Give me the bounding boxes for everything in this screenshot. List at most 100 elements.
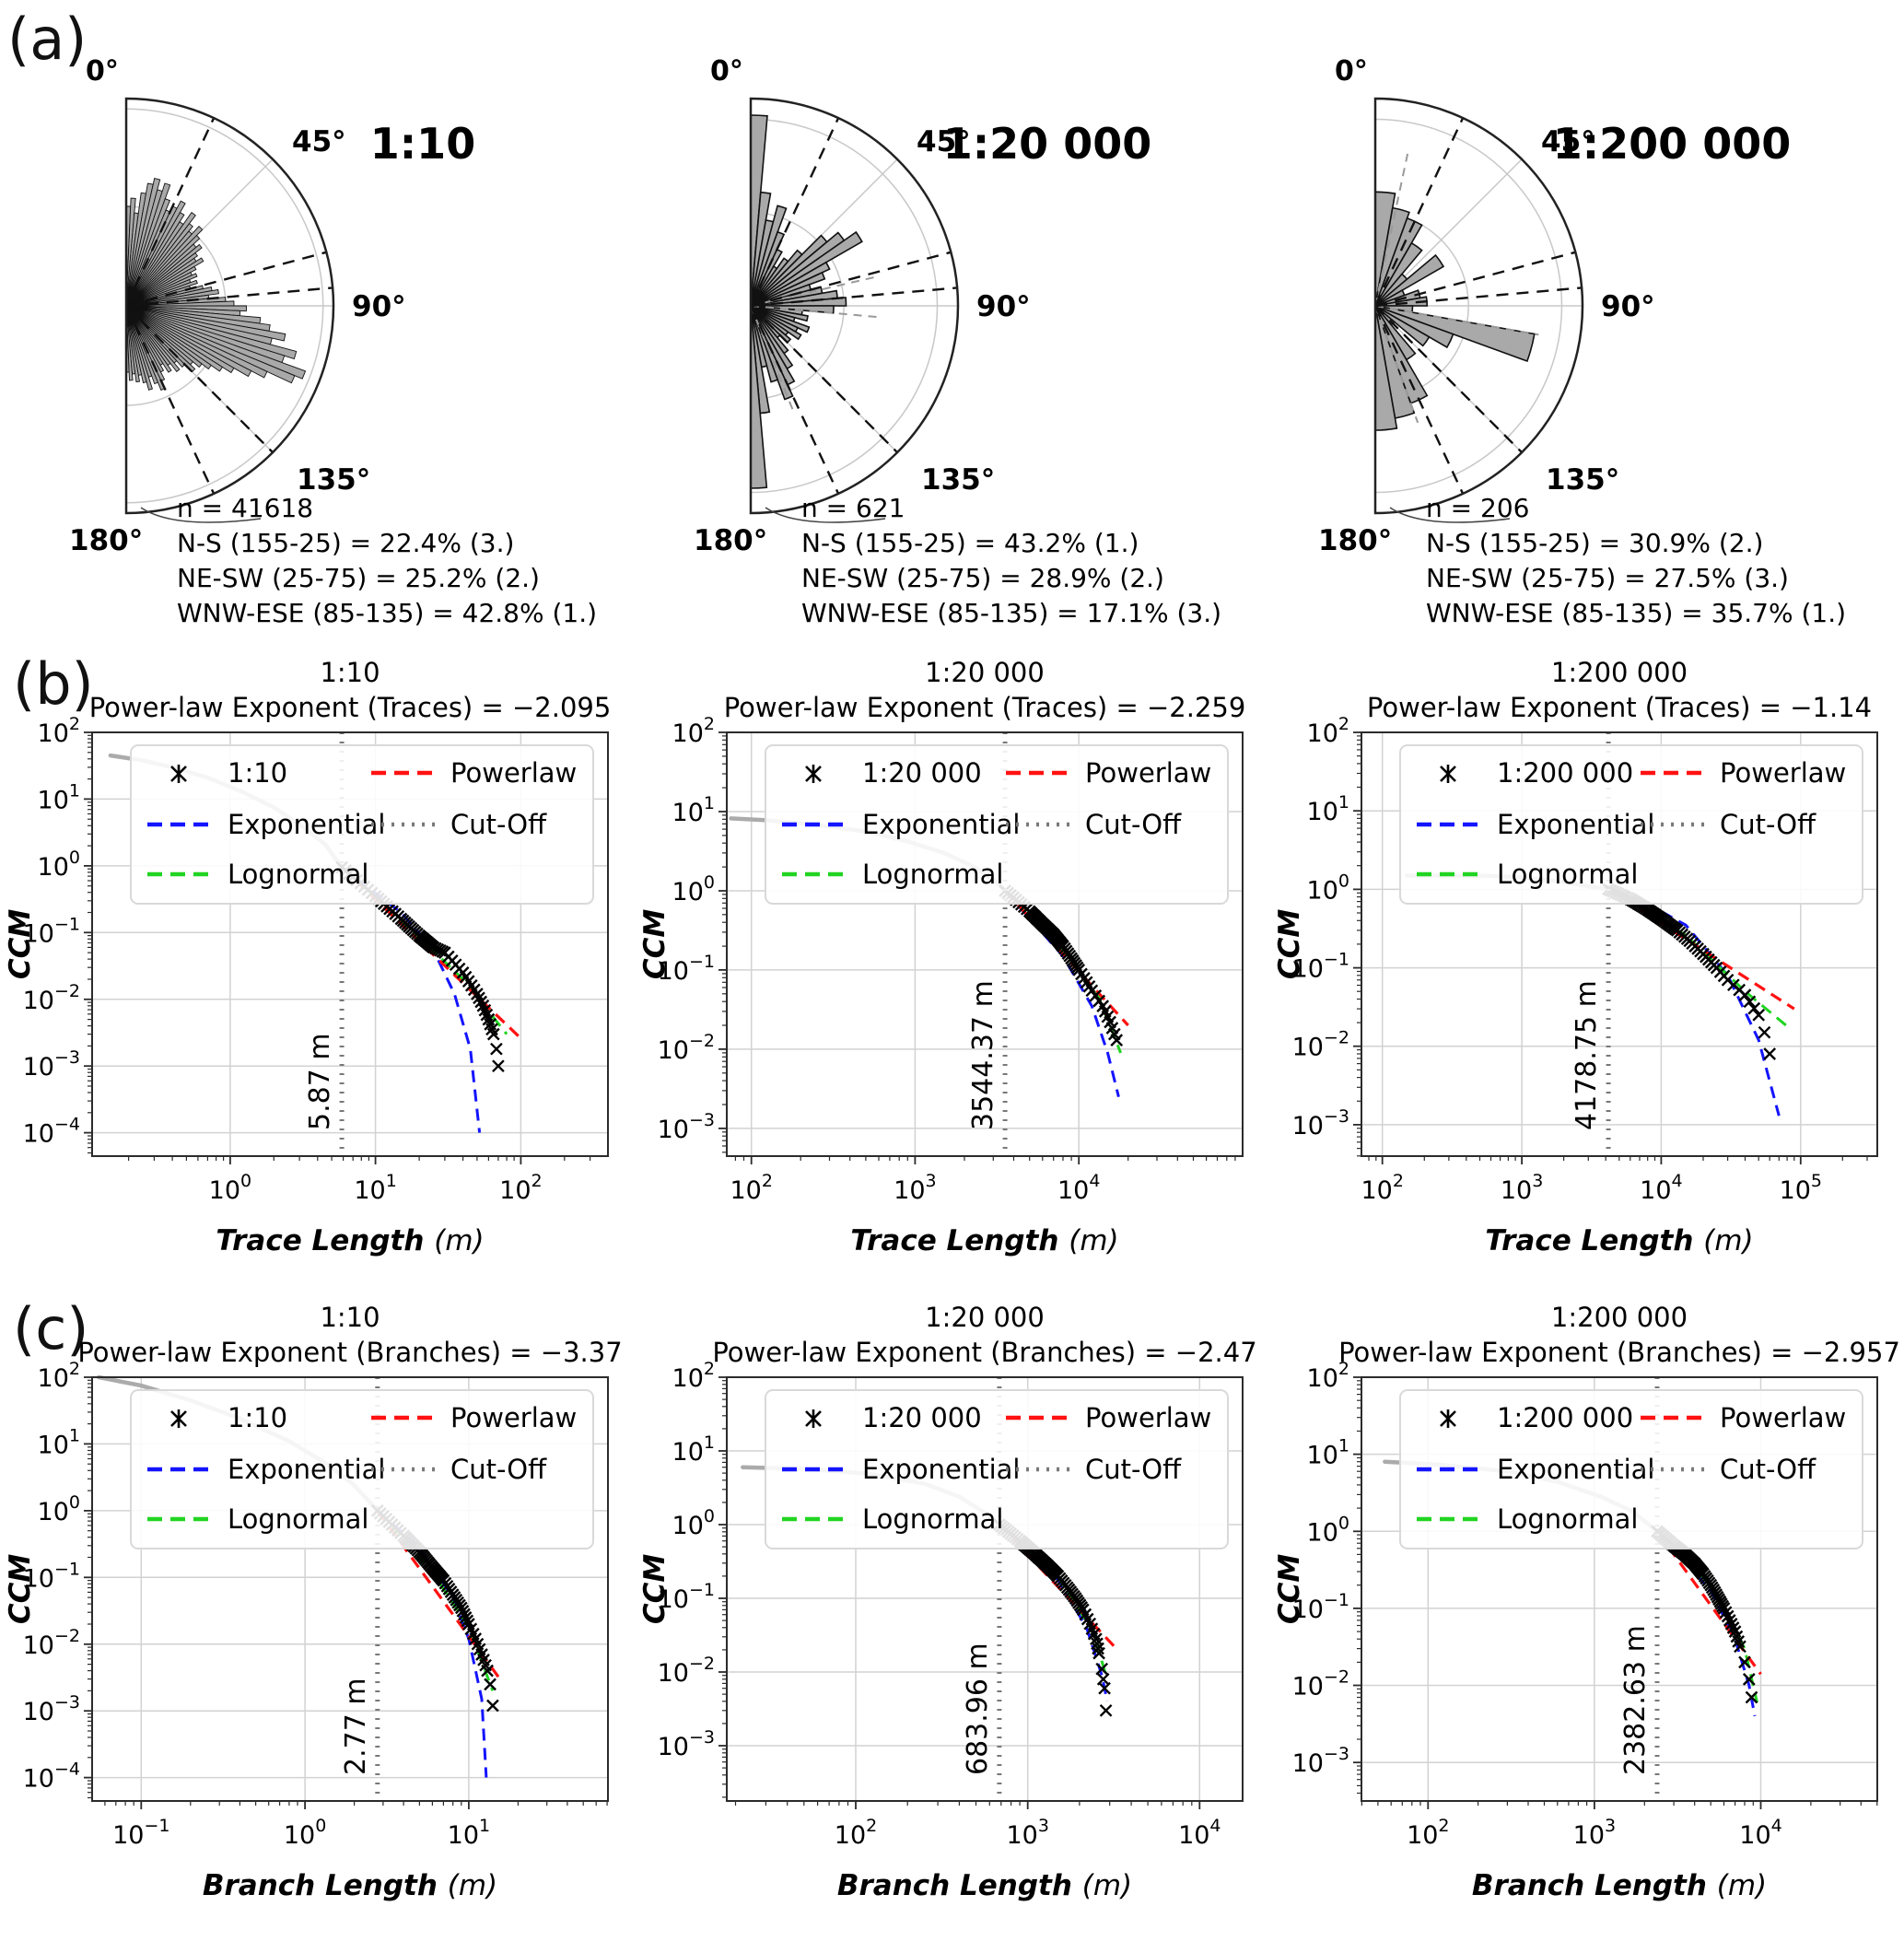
rose-bar (125, 257, 204, 307)
rose-stats-line: NE-SW (25-75) = 28.9% (2.) (801, 563, 1164, 593)
legend-data-label: 1:200 000 (1497, 1402, 1633, 1433)
rose-stats-line: n = 621 (801, 493, 905, 523)
legend-powerlaw-label: Powerlaw (450, 1402, 577, 1433)
rose-bar (125, 226, 204, 307)
lognormal-fit-line (1004, 889, 1122, 1054)
y-axis-label: CCM (1273, 1554, 1306, 1625)
x-axis-label: Trace Length (m) (1485, 1224, 1753, 1257)
rose-bar (125, 279, 198, 307)
legend-cutoff-label: Cut-Off (450, 809, 547, 840)
y-tick-label: 101 (1307, 792, 1349, 826)
cutoff-value-label: 683.96 m (962, 1643, 994, 1775)
rose-bar (125, 265, 197, 307)
x-tick-label: 104 (1739, 1816, 1781, 1850)
y-tick-label: 10−2 (1292, 1667, 1349, 1701)
panel-label-b: (b) (13, 650, 94, 718)
plot-subtitle-exponent: Power-law Exponent (Branches) = −3.37 (77, 1337, 622, 1368)
branches-1-10: 2.77 m 10−1 100 101 102 101 100 10−1 10−2 10−3 10−… (4, 1302, 623, 1902)
powerlaw-fit-line (1607, 888, 1795, 1011)
rose-outline (749, 97, 960, 515)
legend-exponential-label: Exponential (1497, 809, 1655, 840)
rose-bar (750, 230, 863, 307)
rose-outline (124, 97, 335, 515)
x-tick-label: 100 (284, 1816, 326, 1850)
data-marker (1738, 988, 1752, 1001)
rose-mean-line (1374, 305, 1539, 336)
data-marker (1747, 1001, 1761, 1015)
x-tick-label: 101 (448, 1816, 490, 1850)
data-marker (1734, 1640, 1746, 1654)
legend-box (1399, 1389, 1863, 1549)
legend: 1:10 Exponential Lognormal Powerlaw Cut-Off (130, 1389, 594, 1549)
ccm-branch-plot-1-10: 2.77 m 10−1 100 101 102 101 100 10−1 10−2 10−3 10−… (0, 1290, 635, 1938)
rose-sector-boundary (1374, 251, 1576, 308)
rose-bar (125, 223, 193, 307)
rose-bar (1374, 253, 1445, 307)
rose-stats-line: NE-SW (25-75) = 27.5% (3.) (1426, 563, 1789, 593)
rose-chart-1-20000: 0° 45° 90° 135° 180° 1:20 000 n = 621 N-S (155-… (625, 0, 1259, 649)
y-tick-label: 101 (672, 1432, 715, 1467)
y-tick-label: 101 (38, 780, 80, 814)
y-tick-label: 101 (672, 793, 715, 827)
rose-stats-line: N-S (155-25) = 30.9% (2.) (1426, 528, 1763, 558)
y-tick-label: 100 (1307, 871, 1349, 905)
y-tick-label: 10−2 (23, 981, 80, 1015)
rose-mean-line (1374, 305, 1419, 424)
exponential-fit-line (1003, 890, 1120, 1098)
rose-angle-label-45: 45° (1541, 125, 1595, 158)
y-tick-label: 10−2 (658, 1654, 715, 1688)
cutoff-value-label: 4178.75 m (1571, 980, 1603, 1130)
rose-stats-line: n = 206 (1426, 493, 1529, 523)
rose-sector-boundary (749, 305, 840, 495)
y-axis-label: CCM (1273, 909, 1306, 980)
rose-sector-boundary (1373, 117, 1465, 307)
rose-angle-label-180: 180° (69, 524, 143, 557)
rose-bar (125, 305, 153, 391)
panel-label-a: (a) (7, 6, 88, 73)
legend-lognormal-label: Lognormal (1497, 859, 1638, 890)
legend-lognormal-label: Lognormal (228, 1503, 368, 1535)
plot-title-scale: 1:10 (320, 657, 380, 688)
legend-exponential-label: Exponential (228, 1454, 386, 1485)
legend-data-marker-icon (805, 1409, 822, 1428)
legend-lognormal-label: Lognormal (228, 859, 368, 890)
data-marker (486, 1699, 499, 1713)
data-marker (486, 1027, 500, 1041)
legend-cutoff-label: Cut-Off (1720, 1454, 1816, 1485)
x-tick-label: 102 (1407, 1816, 1449, 1850)
legend: 1:200 000 Exponential Lognormal Powerlaw Cut… (1399, 744, 1863, 905)
rose-chart-1-10: 0° 45° 90° 135° 180° 1:10 n = 41618 N-S (155-25… (0, 0, 635, 649)
rose-bar (125, 305, 141, 382)
legend-exponential-label: Exponential (228, 809, 386, 840)
x-tick-label: 103 (1573, 1816, 1616, 1850)
legend-powerlaw-label: Powerlaw (1085, 757, 1211, 789)
rose-bar (125, 305, 172, 373)
x-tick-label: 102 (499, 1171, 542, 1205)
plot-subtitle-exponent: Power-law Exponent (Branches) = −2.47 (712, 1337, 1256, 1368)
plot-subtitle-exponent: Power-law Exponent (Branches) = −2.957 (1338, 1337, 1900, 1368)
x-tick-label: 103 (894, 1171, 936, 1205)
y-tick-label: 10−2 (23, 1626, 80, 1660)
y-tick-label: 10−4 (23, 1115, 80, 1149)
y-tick-label: 102 (672, 714, 715, 748)
rose-bar (125, 234, 201, 307)
y-tick-label: 100 (672, 872, 715, 906)
y-tick-label: 10−2 (1292, 1028, 1349, 1062)
rose-angle-label-90: 90° (1601, 290, 1655, 323)
rose-angle-label-45: 45° (917, 125, 971, 158)
rose-sector-boundary (750, 286, 958, 308)
data-marker (484, 1678, 496, 1691)
rose-bar (125, 273, 198, 307)
y-tick-label: 10−1 (23, 1559, 80, 1593)
y-tick-label: 10−3 (658, 1110, 715, 1144)
rose-bar (1374, 241, 1423, 307)
rose-1-10: 0° 45° 90° 135° 180° 1:10 n = 41618 N-S (155-25… (69, 55, 597, 628)
x-tick-label: 104 (1640, 1171, 1682, 1205)
axes-box (726, 1376, 1244, 1802)
rose-stats-leader-line (1389, 507, 1511, 523)
powerlaw-fit-line (1003, 889, 1129, 1027)
data-marker (1723, 1614, 1736, 1627)
rose-sector-boundary (125, 251, 327, 308)
